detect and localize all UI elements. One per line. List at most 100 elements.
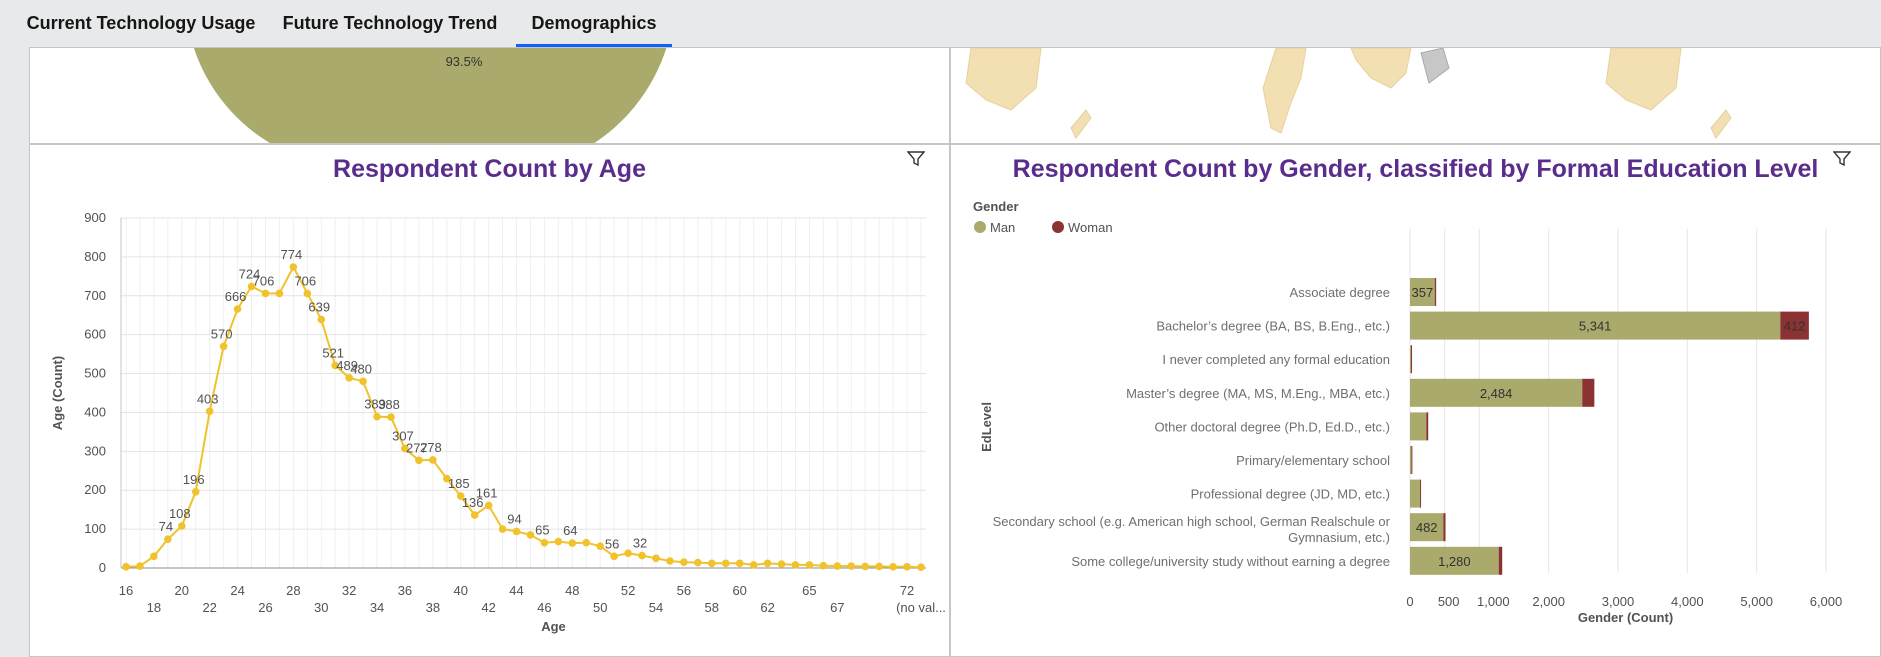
filter-icon[interactable] xyxy=(1833,151,1851,167)
x-tick-label: 16 xyxy=(119,583,133,598)
x-tick-label: 67 xyxy=(830,600,844,615)
pie-slice-man-body xyxy=(323,48,667,143)
data-label: 706 xyxy=(253,273,275,288)
data-point xyxy=(373,412,381,421)
data-label: 480 xyxy=(350,361,372,376)
data-point xyxy=(512,527,521,536)
data-point xyxy=(917,563,925,572)
x-tick-label: 6,000 xyxy=(1810,594,1843,609)
gender-bar-chart: Gender Man Woman 0 500 1,000 2,000 3,000 4,000 5,… xyxy=(973,199,1843,625)
gender-chart-title: Respondent Count by Gender, classified b… xyxy=(1012,155,1819,183)
category-label: I never completed any formal education xyxy=(1162,352,1390,367)
x-tick-label: 50 xyxy=(593,600,607,615)
data-label: 56 xyxy=(605,536,619,551)
x-tick-label: 20 xyxy=(175,583,189,598)
data-point xyxy=(233,305,242,313)
age-chart-title: Respondent Count by Age xyxy=(333,155,646,183)
category-label: Associate degree xyxy=(1290,285,1390,300)
x-tick-label: 24 xyxy=(230,583,244,598)
x-axis-title: Gender (Count) xyxy=(1578,610,1673,625)
x-tick-label: 42 xyxy=(481,600,495,615)
x-tick-label: 3,000 xyxy=(1602,594,1635,609)
data-point xyxy=(540,538,549,547)
filter-icon[interactable] xyxy=(907,151,925,167)
data-point xyxy=(568,539,577,547)
data-point xyxy=(345,374,353,382)
x-tick-label: 54 xyxy=(649,600,663,615)
data-label: 94 xyxy=(507,511,521,526)
data-point xyxy=(317,315,326,324)
data-point xyxy=(219,342,228,351)
bar-man xyxy=(1410,412,1427,441)
category-label: Primary/elementary school xyxy=(1236,453,1390,468)
bar-man xyxy=(1410,378,1583,407)
data-label: 403 xyxy=(197,391,219,406)
x-tick-label: 40 xyxy=(454,583,468,598)
y-tick-label: 900 xyxy=(84,210,106,225)
y-axis-title: EdLevel xyxy=(979,402,994,452)
legend-title: Gender xyxy=(973,199,1019,214)
data-point xyxy=(666,557,674,565)
x-tick-label: 60 xyxy=(732,583,746,598)
y-tick-label: 100 xyxy=(84,521,106,536)
x-tick-label: 46 xyxy=(537,600,551,615)
x-tick-label: 48 xyxy=(565,583,579,598)
map-region-islands-1 xyxy=(1070,109,1092,139)
x-tick-label: 28 xyxy=(286,583,300,598)
y-tick-label: 0 xyxy=(99,560,106,575)
map-region-africa-1 xyxy=(1350,48,1412,89)
category-label: Gymnasium, etc.) xyxy=(1288,530,1390,545)
tab-current-technology-usage[interactable]: Current Technology Usage xyxy=(26,13,256,33)
data-point xyxy=(150,552,158,561)
data-point xyxy=(638,551,646,560)
data-label: 136 xyxy=(462,495,484,510)
data-point xyxy=(791,561,800,569)
legend-swatch-woman xyxy=(1052,221,1064,233)
data-point xyxy=(261,289,270,298)
bar-woman xyxy=(1434,278,1437,306)
world-map xyxy=(965,48,1732,139)
data-label: 307 xyxy=(392,429,414,444)
category-label: Professional degree (JD, MD, etc.) xyxy=(1191,487,1390,502)
x-tick-label: 34 xyxy=(370,600,384,615)
x-tick-label: 32 xyxy=(342,583,356,598)
map-region-north-america-1 xyxy=(965,48,1042,111)
bar-woman xyxy=(1443,513,1446,542)
data-point xyxy=(177,522,186,530)
tab-future-technology-trend[interactable]: Future Technology Trend xyxy=(282,13,498,33)
data-point xyxy=(484,501,493,510)
bar-man xyxy=(1410,479,1421,508)
data-label: 74 xyxy=(159,519,173,534)
data-label: 161 xyxy=(476,485,498,500)
data-point xyxy=(833,562,842,570)
data-label: 706 xyxy=(294,273,316,288)
bar-woman xyxy=(1411,345,1413,374)
x-tick-label: 56 xyxy=(677,583,691,598)
x-tick-label: 36 xyxy=(398,583,412,598)
pie-chart: 93.5% xyxy=(193,48,667,143)
data-label: 521 xyxy=(322,345,344,360)
age-series-line xyxy=(125,264,922,569)
data-label: 277 xyxy=(406,440,428,455)
bar-woman xyxy=(1420,479,1422,508)
x-tick-label: 1,000 xyxy=(1477,594,1510,609)
data-point xyxy=(624,549,632,558)
category-label: Bachelor’s degree (BA, BS, B.Eng., etc.) xyxy=(1156,319,1390,334)
data-point xyxy=(331,361,340,370)
bar-woman xyxy=(1426,412,1429,441)
x-tick-label: 22 xyxy=(202,600,216,615)
y-axis-title: Age (Count) xyxy=(50,356,65,430)
y-tick-label: 400 xyxy=(84,404,106,419)
data-point xyxy=(526,531,535,539)
bar-woman xyxy=(1780,311,1809,340)
data-point xyxy=(387,413,395,421)
y-tick-label: 600 xyxy=(84,327,106,342)
x-tick-label: 72 xyxy=(900,583,914,598)
tab-demographics[interactable]: Demographics xyxy=(516,0,672,47)
data-label: 32 xyxy=(633,536,647,551)
data-point xyxy=(889,563,897,571)
pie-panel: 93.5% xyxy=(29,47,950,144)
data-point xyxy=(680,558,688,566)
data-point xyxy=(415,456,423,465)
